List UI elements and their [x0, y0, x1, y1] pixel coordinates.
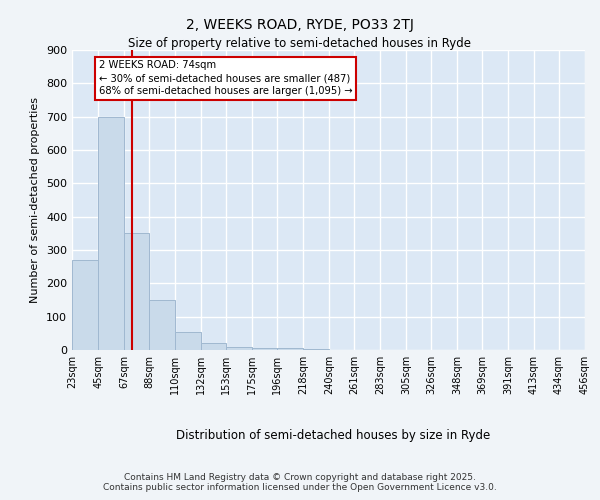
Text: Distribution of semi-detached houses by size in Ryde: Distribution of semi-detached houses by … [176, 430, 490, 442]
Bar [226, 346, 252, 350]
Bar [175, 332, 201, 350]
Bar [72, 260, 98, 350]
Bar [252, 348, 277, 350]
Text: Size of property relative to semi-detached houses in Ryde: Size of property relative to semi-detach… [128, 38, 472, 51]
Text: 2 WEEKS ROAD: 74sqm
← 30% of semi-detached houses are smaller (487)
68% of semi-: 2 WEEKS ROAD: 74sqm ← 30% of semi-detach… [98, 60, 352, 96]
Bar [124, 234, 149, 350]
Y-axis label: Number of semi-detached properties: Number of semi-detached properties [31, 97, 40, 303]
Bar [98, 116, 124, 350]
Text: Contains HM Land Registry data © Crown copyright and database right 2025.
Contai: Contains HM Land Registry data © Crown c… [103, 473, 497, 492]
Bar [201, 344, 226, 350]
Bar [277, 348, 303, 350]
Text: 2, WEEKS ROAD, RYDE, PO33 2TJ: 2, WEEKS ROAD, RYDE, PO33 2TJ [186, 18, 414, 32]
Bar [149, 300, 175, 350]
